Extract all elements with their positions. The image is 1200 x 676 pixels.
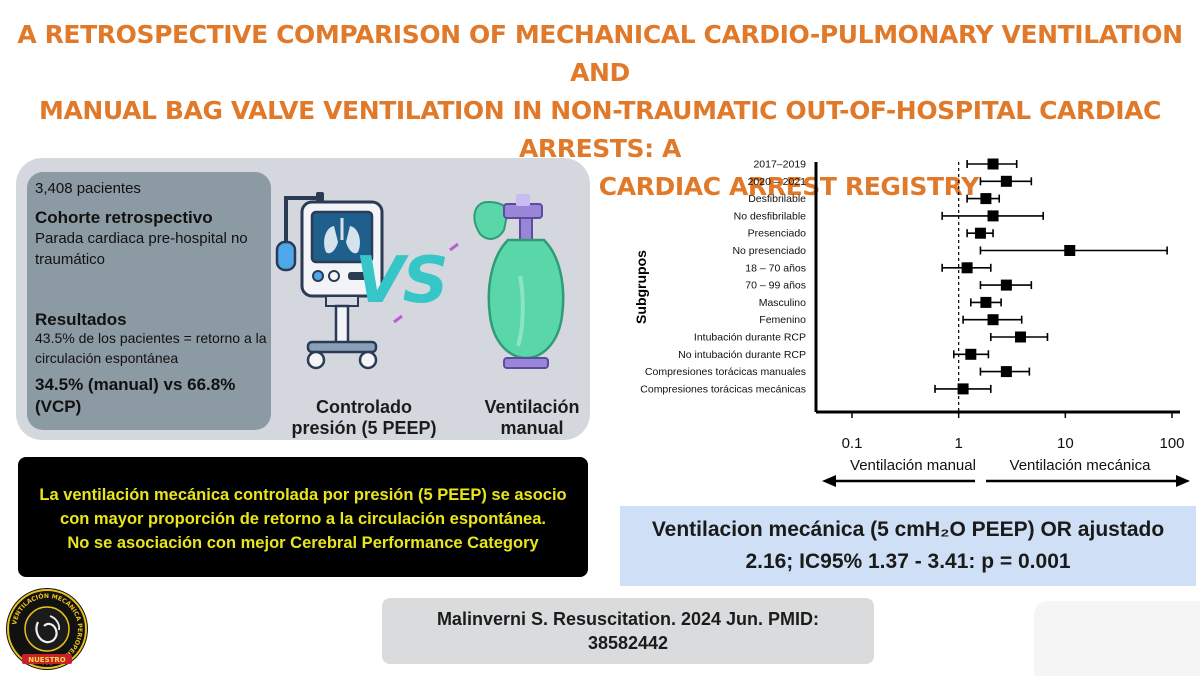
odds-ratio-point — [961, 262, 973, 274]
conclusion-box: La ventilación mecánica controlada por p… — [18, 457, 588, 577]
forest-row-label: Compresiones torácicas manuales — [645, 366, 806, 378]
forest-marks — [934, 158, 1168, 395]
y-axis-label: Subgrupos — [633, 250, 649, 324]
odds-ratio-point — [1064, 245, 1076, 256]
left-arrowhead-icon — [822, 475, 836, 487]
results-text: 43.5% de los pacientes = retorno a la ci… — [35, 330, 267, 366]
patients-count: 3,408 pacientes — [35, 180, 141, 197]
forest-row-label: Femenino — [759, 314, 806, 326]
corner-panel — [1034, 601, 1200, 676]
forest-row-labels: 2017–2019 2020 – 2021 Desfibrilable No desf… — [640, 159, 806, 396]
conclusion-line-2: con mayor proporción de retorno a la cir… — [60, 510, 546, 528]
odds-ratio-point — [1015, 331, 1027, 343]
result-line-1: Ventilacion mecánica (5 cmH₂O PEEP) OR a… — [651, 518, 1165, 541]
citation-box: Malinverni S. Resuscitation. 2024 Jun. P… — [382, 598, 874, 664]
decorative-dashes-icon — [393, 242, 459, 324]
ventilator-icon — [275, 192, 384, 370]
odds-ratio-point — [987, 314, 999, 326]
odds-ratio-point — [980, 193, 992, 205]
x-tick-label: 0.1 — [842, 435, 863, 452]
odds-ratio-point — [987, 158, 999, 170]
odds-ratio-point — [965, 348, 977, 360]
forest-row-label: 2020 – 2021 — [748, 176, 807, 188]
forest-row-label: No intubación durante RCP — [678, 349, 806, 361]
forest-row-label: 18 – 70 años — [745, 262, 806, 274]
odds-ratio-point — [1000, 279, 1012, 291]
forest-row-label: Compresiones torácicas mecánicas — [640, 383, 806, 395]
results-heading: Resultados — [35, 310, 127, 329]
forest-row-label: Presenciado — [748, 228, 807, 240]
x-tick-label: 100 — [1159, 435, 1184, 452]
conclusion-line-1: La ventilación mecánica controlada por p… — [39, 486, 567, 504]
cohort-heading: Cohorte retrospectivo — [35, 208, 213, 227]
adjusted-or-result: Ventilacion mecánica (5 cmH₂O PEEP) OR a… — [620, 506, 1196, 586]
left-direction-label: Ventilación manual — [850, 457, 976, 474]
odds-ratio-point — [980, 296, 992, 308]
logo-banner-text: NUESTRO — [28, 656, 66, 664]
forest-row-label: Intubación durante RCP — [694, 332, 806, 344]
forest-row-label: Desfibrilable — [748, 193, 806, 205]
right-direction-label: Ventilación mecánica — [1010, 457, 1152, 474]
forest-row-label: 2017–2019 — [753, 159, 806, 171]
x-tick-label: 10 — [1057, 435, 1074, 452]
odds-ratio-point — [1000, 366, 1012, 378]
citation-line-2: 38582442 — [587, 633, 669, 653]
results-values: 34.5% (manual) vs 66.8% (VCP) — [35, 375, 236, 416]
x-axis-ticks: 0.1 1 10 100 — [842, 412, 1185, 452]
title-line-1: A RETROSPECTIVE COMPARISON OF MECHANICAL… — [17, 20, 1183, 87]
forest-row-label: No desfibrilable — [734, 210, 807, 222]
odds-ratio-point — [974, 227, 986, 239]
forest-plot: 2017–2019 2020 – 2021 Desfibrilable No desf… — [633, 158, 1190, 487]
odds-ratio-point — [957, 383, 969, 395]
odds-ratio-point — [1000, 175, 1012, 187]
forest-row-label: 70 – 99 años — [745, 280, 806, 292]
summary-box: 3,408 pacientes Cohorte retrospectivo Pa… — [27, 172, 271, 430]
odds-ratio-point — [987, 210, 999, 222]
ventilacion-logo-icon: VENTILACIÓN MECÁNICA PERIOPERATORIA NUES… — [6, 588, 88, 670]
right-arrowhead-icon — [1176, 475, 1190, 487]
bag-valve-mask-icon — [473, 194, 565, 369]
citation-line-1: Malinverni S. Resuscitation. 2024 Jun. P… — [436, 609, 820, 629]
forest-row-label: Masculino — [759, 297, 806, 309]
manual-ventilation-caption: Ventilación manual — [484, 397, 580, 438]
pressure-controlled-caption: Controlado presión (5 PEEP) — [291, 397, 437, 438]
cohort-text: Parada cardiaca pre-hospital no traumáti… — [35, 230, 248, 268]
vs-label: VS — [355, 244, 449, 318]
result-line-2: 2.16; IC95% 1.37 - 3.41: p = 0.001 — [745, 550, 1071, 573]
forest-row-label: No presenciado — [732, 245, 806, 257]
conclusion-line-3: No se asociación con mejor Cerebral Perf… — [67, 534, 539, 552]
x-tick-label: 1 — [954, 435, 962, 452]
